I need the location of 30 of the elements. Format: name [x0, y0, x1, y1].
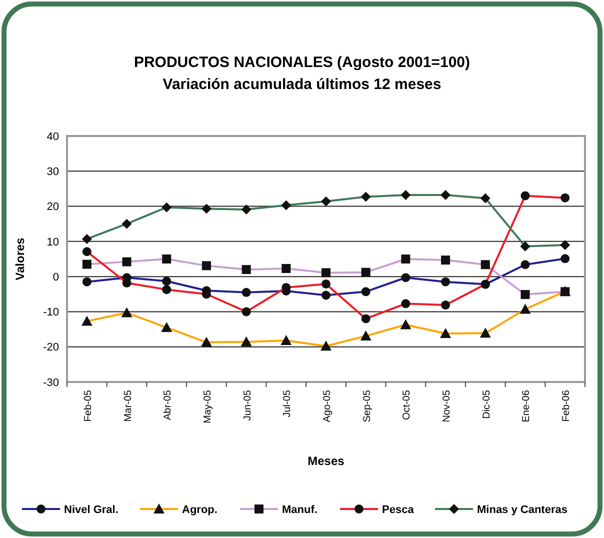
legend-label: Minas y Canteras — [477, 504, 568, 516]
y-tick-label: 0 — [52, 271, 59, 284]
y-tick-label: 30 — [46, 166, 59, 178]
x-tick-label: Ago-05 — [322, 390, 333, 422]
y-tick-label: -20 — [43, 342, 59, 354]
legend-label: Agrop. — [182, 504, 218, 516]
legend-label: Manuf. — [282, 504, 318, 516]
y-tick-label: 20 — [46, 201, 59, 214]
x-tick-label: Feb-05 — [82, 390, 94, 422]
x-tick-label: May-05 — [202, 390, 214, 424]
x-tick-label: Abr-05 — [162, 390, 174, 420]
y-tick-label: -10 — [43, 306, 59, 319]
chart-subtitle: Variación acumulada últimos 12 meses — [162, 76, 442, 93]
x-tick-label: Ene-06 — [521, 390, 532, 422]
x-tick-label: Feb-06 — [561, 390, 572, 422]
legend-label: Pesca — [382, 504, 415, 516]
x-tick-label: Jul-05 — [282, 390, 294, 418]
x-tick-label: Jun-05 — [242, 390, 254, 421]
y-axis-title: Valores — [13, 237, 27, 280]
x-axis-title: Meses — [308, 454, 345, 468]
x-tick-label: Dic-05 — [481, 390, 492, 419]
legend-label: Nivel Gral. — [64, 504, 118, 516]
y-tick-label: 40 — [46, 130, 59, 143]
x-tick-label: Nov-05 — [442, 390, 453, 422]
x-tick-label: Mar-05 — [122, 390, 134, 422]
y-tick-label: -30 — [43, 376, 59, 389]
x-tick-label: Sep-05 — [362, 390, 373, 422]
chart-title: PRODUCTOS NACIONALES (Agosto 2001=100) — [134, 54, 470, 71]
y-tick-label: 10 — [46, 236, 59, 248]
x-tick-label: Oct-05 — [402, 390, 413, 420]
